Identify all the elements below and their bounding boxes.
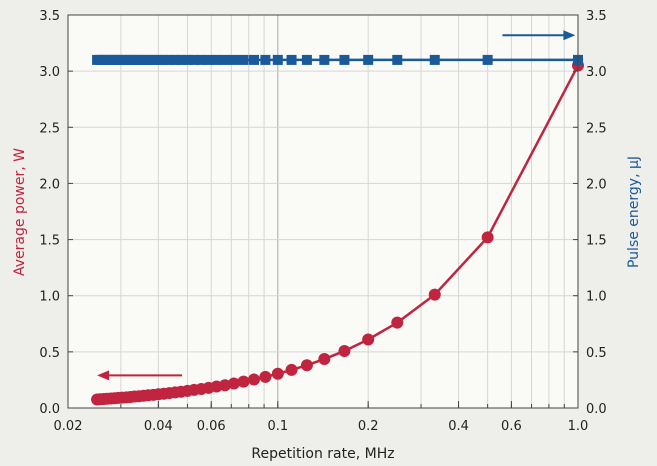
energy-point <box>392 54 403 65</box>
y-axis-right-title: Pulse energy, µJ <box>626 156 642 268</box>
energy-point <box>363 54 374 65</box>
power-point <box>259 370 272 383</box>
x-tick-label: 0.1 <box>267 419 288 434</box>
y-axis-left-title: Average power, W <box>12 148 28 276</box>
power-point <box>285 363 298 376</box>
energy-point <box>238 54 249 65</box>
energy-point <box>286 54 297 65</box>
x-tick-label: 0.06 <box>197 419 226 434</box>
y-right-tick-label: 2.0 <box>586 177 607 192</box>
energy-point <box>220 54 231 65</box>
y-left-tick-label: 0.0 <box>39 402 60 417</box>
power-point <box>481 231 494 244</box>
y-left-tick-label: 2.5 <box>39 121 60 136</box>
power-point <box>227 377 240 390</box>
energy-point <box>228 54 239 65</box>
series-markers <box>91 54 584 406</box>
x-tick-label: 0.4 <box>448 419 469 434</box>
y-right-tick-label: 0.0 <box>586 402 607 417</box>
energy-point <box>189 54 200 65</box>
y-right-tick-label: 0.5 <box>586 346 607 361</box>
power-point <box>237 375 250 388</box>
power-point <box>300 359 313 372</box>
power-point <box>362 333 375 346</box>
x-tick-label: 0.04 <box>144 419 173 434</box>
energy-point <box>339 54 350 65</box>
energy-point <box>203 54 214 65</box>
energy-point <box>319 54 330 65</box>
y-left-tick-label: 3.5 <box>39 9 60 24</box>
energy-point <box>301 54 312 65</box>
y-right-tick-label: 3.5 <box>586 9 607 24</box>
power-point <box>428 288 441 301</box>
x-tick-label: 1.0 <box>568 419 589 434</box>
energy-point <box>272 54 283 65</box>
power-point <box>247 373 260 386</box>
power-point <box>338 344 351 357</box>
power-point <box>318 353 331 366</box>
energy-point <box>211 54 222 65</box>
energy-point <box>182 54 193 65</box>
energy-point <box>176 54 187 65</box>
plot-frame <box>67 14 579 409</box>
energy-point <box>170 54 181 65</box>
x-axis-title: Repetition rate, MHz <box>251 446 394 462</box>
y-left-tick-label: 1.5 <box>39 234 60 249</box>
y-left-tick-label: 2.0 <box>39 177 60 192</box>
energy-point <box>158 54 169 65</box>
y-right-tick-label: 2.5 <box>586 121 607 136</box>
annotation-arrow-head <box>97 370 110 381</box>
ticks: 0.0 0.0 0.5 0.5 1.0 1.0 1.5 1.5 2.0 2.0 2.5 2.5 3.0 3… <box>39 9 606 434</box>
power-point <box>391 316 404 329</box>
grid <box>67 15 579 408</box>
power-point <box>271 367 284 380</box>
energy-point <box>196 54 207 65</box>
x-tick-label: 0.02 <box>54 419 83 434</box>
energy-point <box>260 54 271 65</box>
annotation-arrows <box>97 30 576 381</box>
y-right-tick-label: 3.0 <box>586 65 607 80</box>
energy-point <box>429 54 440 65</box>
energy-point <box>164 54 175 65</box>
energy-point <box>482 54 493 65</box>
y-left-tick-label: 0.5 <box>39 346 60 361</box>
energy-point <box>148 54 159 65</box>
annotation-arrow-head <box>563 30 576 41</box>
y-left-tick-label: 3.0 <box>39 65 60 80</box>
plot-background <box>68 15 578 408</box>
energy-point <box>248 54 259 65</box>
power-point <box>91 393 104 406</box>
x-tick-label: 0.2 <box>358 419 379 434</box>
energy-point <box>92 54 103 65</box>
y-right-tick-label: 1.0 <box>586 290 607 305</box>
x-tick-label: 0.6 <box>501 419 522 434</box>
y-left-tick-label: 1.0 <box>39 290 60 305</box>
y-right-tick-label: 1.5 <box>586 234 607 249</box>
